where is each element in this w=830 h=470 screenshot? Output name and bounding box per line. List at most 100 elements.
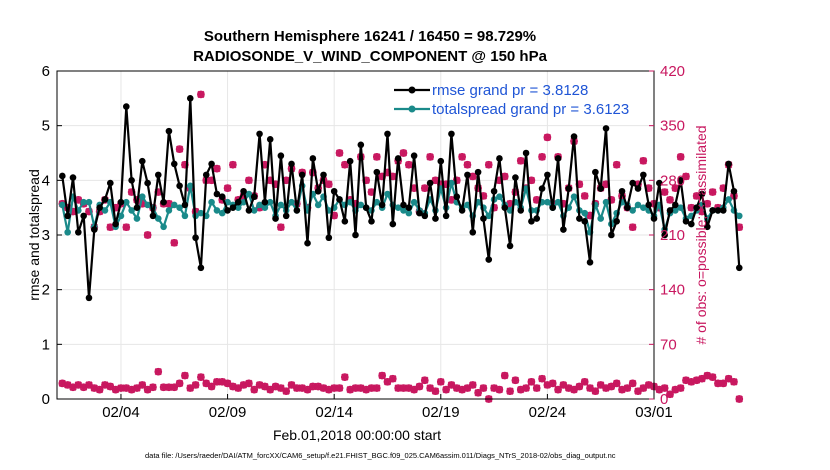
obs-count-point [506,387,514,396]
rmse-point [282,212,290,220]
legend-spread-label: totalspread grand pr = 3.6123 [432,101,629,118]
rmse-point [165,127,173,135]
obs-count-point [223,184,232,192]
rmse-point [250,193,258,201]
rmse-point [496,155,503,162]
obs-count-point [399,149,408,157]
spread-point [634,201,642,209]
obs-count-point [666,196,674,204]
obs-count-point [431,387,440,396]
spread-point [672,207,679,214]
spread-point [725,196,732,203]
spread-point [496,193,503,201]
spread-point [410,198,418,206]
obs-count-point [516,156,525,165]
rmse-point [442,212,450,220]
spread-point [405,209,413,217]
footnote-data-file: data file: /Users/raeder/DAI/ATM_forcXX/… [145,451,616,460]
rmse-point [533,215,541,222]
rmse-point [490,187,498,195]
obs-count-point [250,385,259,394]
rmse-point [202,171,210,179]
spread-point [677,204,684,211]
spread-point [266,198,274,206]
rmse-point [394,155,402,162]
x-ticks: 02/04 02/09 02/14 02/19 02/24 03/01 [102,394,673,421]
spread-point [234,204,242,211]
spread-point [288,198,295,206]
rmse-point [266,136,274,143]
obs-count-point [676,153,685,161]
x-tick-label: 02/04 [102,404,140,421]
rmse-point [432,215,439,222]
rmse-point [661,231,668,239]
rmse-point [645,201,652,209]
rmse-point [229,204,237,211]
spread-point [85,198,93,206]
rmse-point [709,207,716,214]
y-tick-label-right: 420 [660,63,685,80]
obs-count-point [527,377,536,386]
rmse-point [389,220,397,228]
rmse-point [314,187,322,195]
obs-count-point [468,381,477,389]
obs-count-point [420,376,429,385]
rmse-point [634,185,642,192]
obs-count-point [197,90,205,99]
rmse-point [213,190,221,198]
obs-count-point [245,379,253,388]
rmse-point [261,198,269,206]
rmse-point [730,187,738,195]
obs-count-point [404,160,413,169]
rmse-point [149,212,157,220]
spread-point [213,207,221,214]
obs-count-point [95,385,104,394]
y-tick-label-right: 280 [660,172,685,189]
rmse-point [426,179,434,187]
rmse-point [192,234,199,242]
rmse-point [714,207,722,214]
obs-count-point [452,176,461,185]
spread-point [128,207,135,214]
rmse-point [330,187,338,195]
rmse-point [234,198,242,206]
spread-point [357,201,365,209]
obs-count-point [170,238,179,247]
obs-count-point [660,188,669,196]
spread-point [80,198,87,206]
obs-count-point [735,395,744,403]
obs-count-point [149,383,157,392]
rmse-point [506,242,514,250]
obs-count-point [500,371,509,380]
obs-count-point [335,384,344,392]
rmse-point [682,218,690,225]
y-tick-label-right: 210 [660,227,685,244]
spread-point [314,201,322,209]
spread-point [208,198,215,206]
rmse-point [400,201,407,209]
y-tick-label-left: 0 [42,391,50,408]
obs-count-point [458,153,466,161]
chart-title-line-2: RADIOSONDE_V_WIND_COMPONENT @ 150 hPa [193,48,548,65]
rmse-point [85,294,93,302]
rmse-point [592,168,599,176]
rmse-point [59,172,66,180]
spread-point [448,179,455,187]
rmse-point [368,218,375,225]
rmse-point [624,204,631,211]
rmse-point [357,141,365,149]
rmse-point [677,177,684,184]
obs-count-point [623,384,632,392]
spread-point [186,182,194,190]
spread-point [218,209,226,217]
spread-point [117,212,125,220]
obs-count-point [207,382,216,391]
rmse-point [469,228,477,236]
spread-point [373,198,381,206]
rmse-point [64,212,71,220]
spread-point [170,201,178,209]
obs-count-point [442,385,450,394]
rmse-point [581,218,589,225]
obs-count-point [708,188,717,196]
